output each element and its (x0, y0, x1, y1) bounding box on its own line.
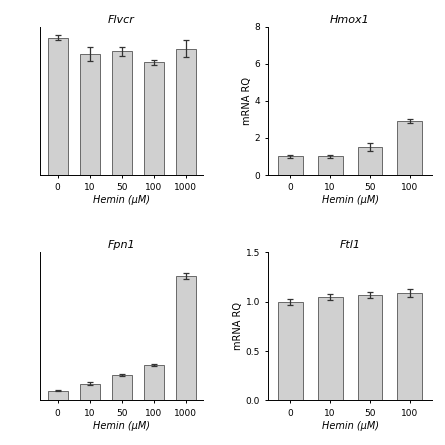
Bar (278, 302, 303, 400)
Title: Ftl1: Ftl1 (340, 240, 360, 250)
Bar (144, 365, 164, 400)
Bar (144, 62, 164, 175)
Bar (278, 157, 303, 175)
Bar (112, 375, 132, 400)
Bar (397, 121, 422, 175)
Y-axis label: mRNA RQ: mRNA RQ (242, 77, 251, 125)
Bar (358, 295, 382, 400)
Title: Flvcr: Flvcr (108, 15, 135, 24)
X-axis label: Hemin (μM): Hemin (μM) (93, 195, 150, 205)
X-axis label: Hemin (μM): Hemin (μM) (93, 421, 150, 431)
Bar (318, 297, 343, 400)
Bar (48, 391, 68, 400)
Title: Fpn1: Fpn1 (108, 240, 135, 250)
Title: Hmox1: Hmox1 (330, 15, 370, 24)
Bar (318, 157, 343, 175)
Bar (112, 52, 132, 175)
Y-axis label: mRNA RQ: mRNA RQ (233, 302, 243, 350)
X-axis label: Hemin (μM): Hemin (μM) (322, 421, 379, 431)
X-axis label: Hemin (μM): Hemin (μM) (322, 195, 379, 205)
Bar (80, 384, 100, 400)
Bar (397, 293, 422, 400)
Bar (48, 38, 68, 175)
Bar (80, 54, 100, 175)
Bar (358, 147, 382, 175)
Bar (176, 49, 195, 175)
Bar (176, 276, 195, 400)
